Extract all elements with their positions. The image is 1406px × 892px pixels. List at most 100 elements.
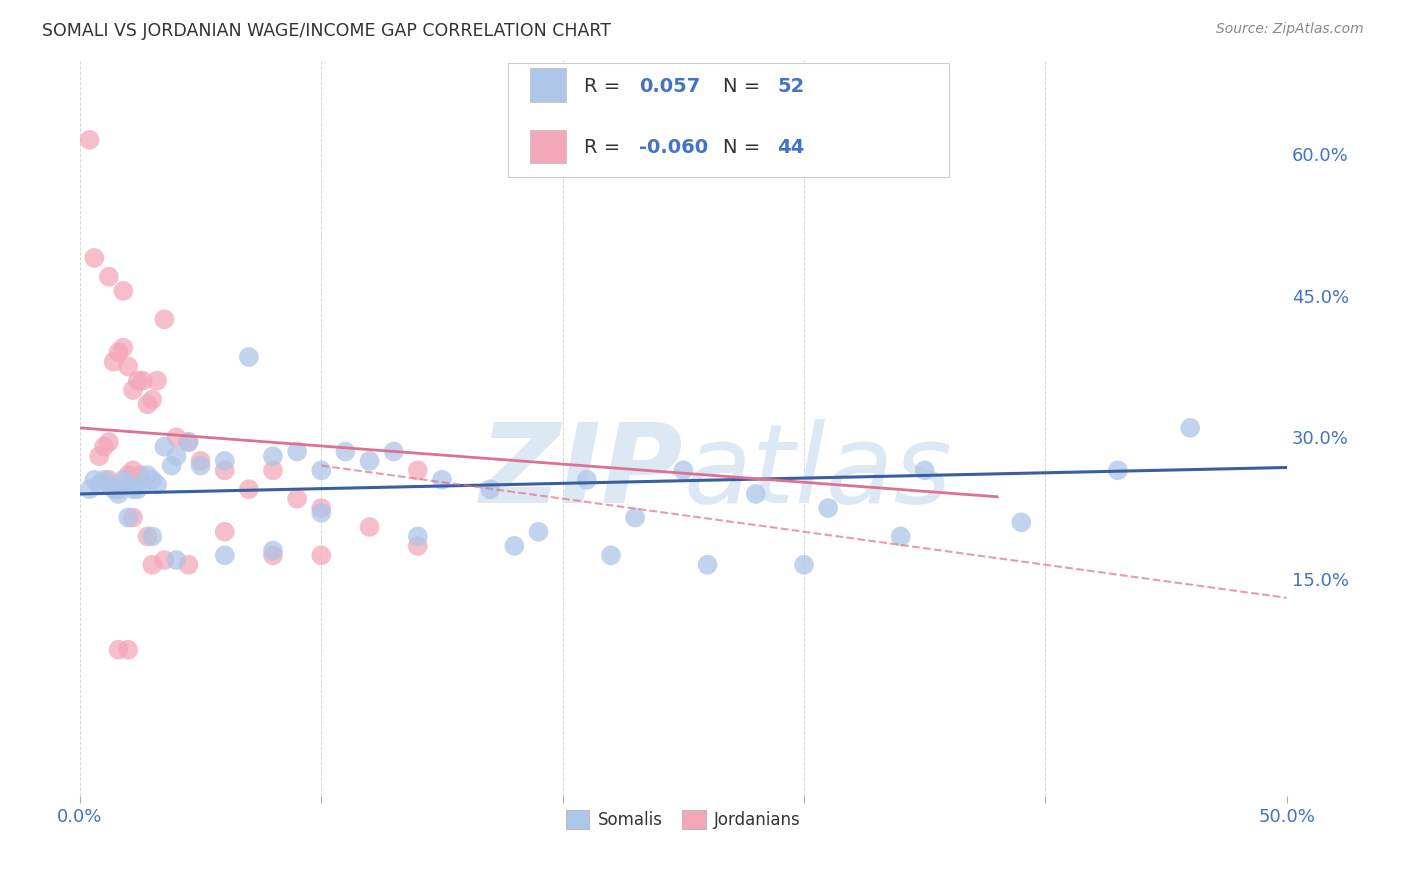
Point bbox=[190, 454, 212, 468]
Point bbox=[107, 482, 129, 496]
Point bbox=[117, 477, 139, 491]
Point bbox=[141, 392, 163, 407]
Text: atlas: atlas bbox=[683, 418, 952, 525]
Point bbox=[177, 558, 200, 572]
Point bbox=[696, 558, 718, 572]
Text: N =: N = bbox=[723, 78, 766, 96]
Point bbox=[214, 454, 236, 468]
Point bbox=[83, 473, 105, 487]
Point bbox=[146, 374, 169, 388]
Point bbox=[141, 473, 163, 487]
Point bbox=[214, 463, 236, 477]
Point bbox=[1107, 463, 1129, 477]
Text: SOMALI VS JORDANIAN WAGE/INCOME GAP CORRELATION CHART: SOMALI VS JORDANIAN WAGE/INCOME GAP CORR… bbox=[42, 22, 612, 40]
Point bbox=[127, 482, 149, 496]
Point bbox=[1180, 421, 1202, 435]
Point bbox=[153, 553, 176, 567]
FancyBboxPatch shape bbox=[530, 129, 567, 162]
Point bbox=[112, 284, 135, 298]
Point bbox=[89, 449, 111, 463]
Point bbox=[309, 549, 332, 563]
Point bbox=[97, 473, 120, 487]
Point bbox=[129, 468, 152, 483]
Point bbox=[382, 444, 405, 458]
Text: 44: 44 bbox=[778, 138, 804, 158]
Point bbox=[890, 529, 912, 543]
Point bbox=[309, 506, 332, 520]
Point bbox=[89, 477, 111, 491]
Text: R =: R = bbox=[585, 78, 627, 96]
Point bbox=[136, 397, 159, 411]
Point bbox=[503, 539, 526, 553]
Point bbox=[79, 133, 101, 147]
Point bbox=[527, 524, 550, 539]
FancyBboxPatch shape bbox=[509, 63, 949, 178]
Point bbox=[430, 473, 453, 487]
Point bbox=[359, 520, 381, 534]
Point bbox=[214, 549, 236, 563]
Point bbox=[97, 435, 120, 450]
Point bbox=[107, 642, 129, 657]
Point bbox=[745, 487, 768, 501]
Point bbox=[238, 350, 260, 364]
Point bbox=[136, 468, 159, 483]
Point bbox=[262, 549, 284, 563]
Point bbox=[335, 444, 357, 458]
Point bbox=[127, 374, 149, 388]
Point bbox=[117, 359, 139, 374]
Point bbox=[122, 463, 145, 477]
Point bbox=[793, 558, 815, 572]
Point bbox=[177, 435, 200, 450]
Point bbox=[309, 463, 332, 477]
Point bbox=[93, 473, 115, 487]
Point bbox=[359, 454, 381, 468]
Point bbox=[262, 449, 284, 463]
Point bbox=[624, 510, 647, 524]
Point bbox=[131, 477, 153, 491]
Point bbox=[136, 529, 159, 543]
Point bbox=[103, 355, 125, 369]
Point bbox=[165, 449, 187, 463]
Point bbox=[165, 430, 187, 444]
Point bbox=[914, 463, 936, 477]
Point bbox=[817, 501, 839, 516]
Text: 0.057: 0.057 bbox=[638, 78, 700, 96]
Point bbox=[112, 473, 135, 487]
Point bbox=[406, 529, 429, 543]
Point bbox=[141, 529, 163, 543]
Point bbox=[141, 558, 163, 572]
Point bbox=[107, 487, 129, 501]
Point bbox=[122, 383, 145, 397]
Point bbox=[190, 458, 212, 473]
Point bbox=[93, 440, 115, 454]
Point bbox=[79, 482, 101, 496]
Point bbox=[177, 435, 200, 450]
Point bbox=[117, 468, 139, 483]
Point bbox=[122, 510, 145, 524]
Point bbox=[600, 549, 623, 563]
Text: Source: ZipAtlas.com: Source: ZipAtlas.com bbox=[1216, 22, 1364, 37]
FancyBboxPatch shape bbox=[530, 69, 567, 102]
Point bbox=[1010, 515, 1032, 529]
Point bbox=[112, 341, 135, 355]
Point bbox=[122, 482, 145, 496]
Text: -0.060: -0.060 bbox=[638, 138, 707, 158]
Point bbox=[131, 374, 153, 388]
Point bbox=[406, 463, 429, 477]
Point bbox=[107, 345, 129, 359]
Point bbox=[238, 482, 260, 496]
Point bbox=[97, 269, 120, 284]
Point bbox=[309, 501, 332, 516]
Legend: Somalis, Jordanians: Somalis, Jordanians bbox=[560, 803, 807, 836]
Point bbox=[97, 477, 120, 491]
Point bbox=[406, 539, 429, 553]
Text: R =: R = bbox=[585, 138, 627, 158]
Point bbox=[285, 491, 308, 506]
Point bbox=[117, 510, 139, 524]
Text: ZIP: ZIP bbox=[479, 418, 683, 525]
Point bbox=[83, 251, 105, 265]
Text: 52: 52 bbox=[778, 78, 804, 96]
Point bbox=[146, 477, 169, 491]
Point bbox=[214, 524, 236, 539]
Point bbox=[117, 642, 139, 657]
